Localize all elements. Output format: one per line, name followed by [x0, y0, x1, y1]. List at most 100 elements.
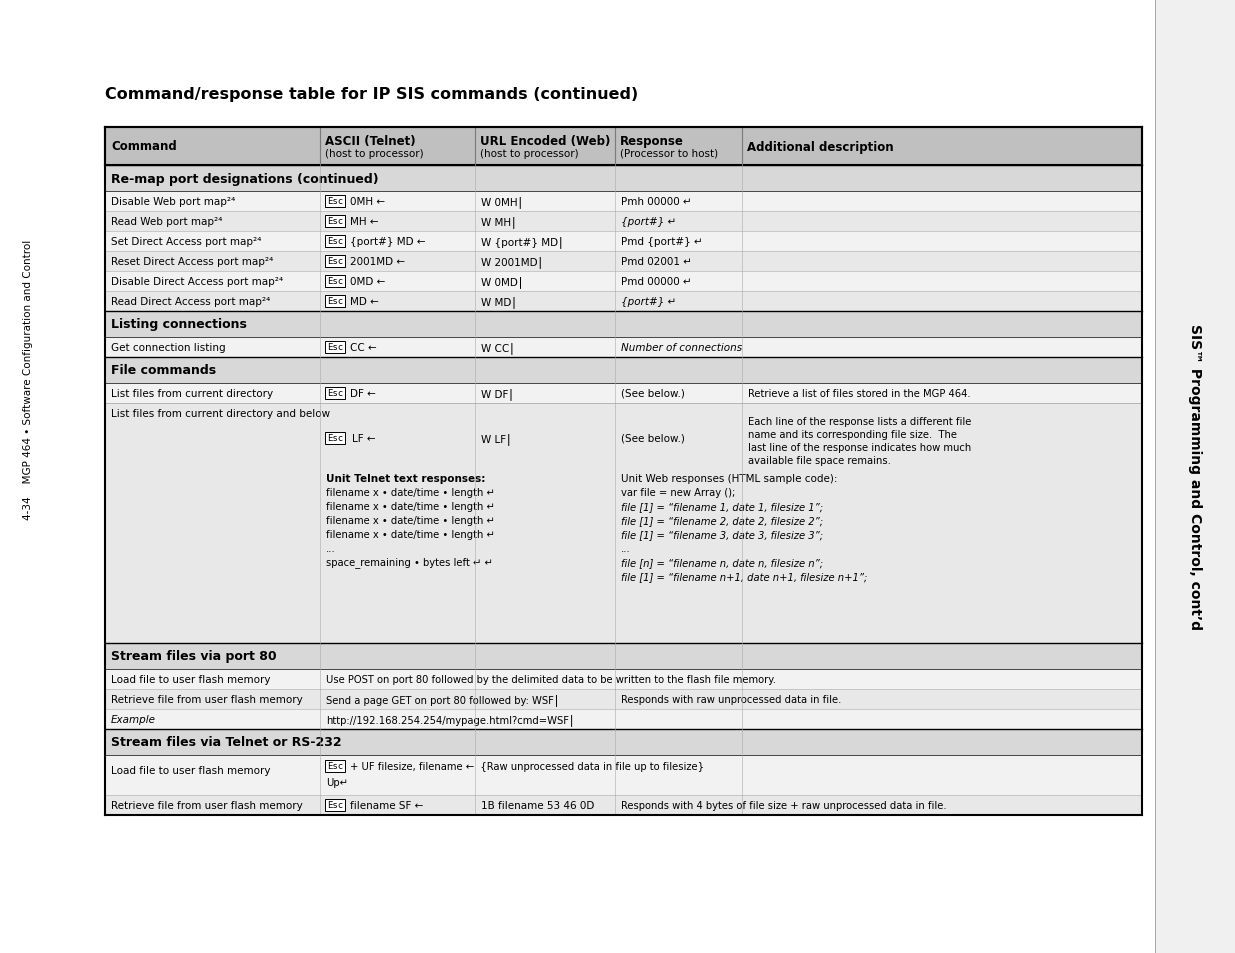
Text: Esc: Esc: [327, 434, 343, 443]
Text: Esc: Esc: [327, 801, 343, 810]
Text: List files from current directory: List files from current directory: [111, 389, 273, 398]
Text: Get connection listing: Get connection listing: [111, 343, 226, 353]
Text: Retrieve a list of files stored in the MGP 464.: Retrieve a list of files stored in the M…: [748, 389, 971, 398]
Text: http://192.168.254.254/mypage.html?cmd=WSF⎮: http://192.168.254.254/mypage.html?cmd=W…: [326, 713, 574, 725]
Text: Pmd 00000 ↵: Pmd 00000 ↵: [621, 276, 692, 287]
Text: Load file to user flash memory: Load file to user flash memory: [111, 765, 270, 775]
Text: Unit Telnet text responses:: Unit Telnet text responses:: [326, 474, 485, 483]
Text: Read Web port map²⁴: Read Web port map²⁴: [111, 216, 222, 227]
Bar: [105, 795, 1142, 815]
Text: ...: ...: [621, 543, 631, 554]
Text: Disable Direct Access port map²⁴: Disable Direct Access port map²⁴: [111, 276, 283, 287]
Text: Esc: Esc: [327, 197, 343, 206]
Text: Pmd {port#} ↵: Pmd {port#} ↵: [621, 236, 703, 247]
Text: file [n] = “filename n, date n, filesize n”;: file [n] = “filename n, date n, filesize…: [621, 558, 823, 567]
Text: File commands: File commands: [111, 364, 216, 377]
Bar: [105, 232, 1142, 252]
Text: W LF⎮: W LF⎮: [480, 433, 511, 444]
Text: Number of connections: Number of connections: [621, 343, 742, 353]
Text: filename x • date/time • length ↵: filename x • date/time • length ↵: [326, 488, 495, 497]
Text: Response: Response: [620, 135, 684, 149]
Text: Disable Web port map²⁴: Disable Web port map²⁴: [111, 196, 235, 207]
Text: ASCII (Telnet): ASCII (Telnet): [325, 135, 416, 149]
Bar: [1155, 0, 1235, 953]
Bar: [105, 403, 1142, 643]
Bar: [105, 166, 1142, 192]
Text: Esc: Esc: [327, 277, 343, 286]
Text: Send a page GET on port 80 followed by: WSF⎮: Send a page GET on port 80 followed by: …: [326, 694, 559, 705]
Bar: [105, 689, 1142, 709]
Text: Up↵: Up↵: [326, 778, 348, 787]
Text: Pmd 02001 ↵: Pmd 02001 ↵: [621, 256, 692, 267]
Text: file [1] = “filename 3, date 3, filesize 3”;: file [1] = “filename 3, date 3, filesize…: [621, 530, 823, 539]
Bar: [105, 643, 1142, 669]
Text: Esc: Esc: [327, 217, 343, 226]
Text: Command: Command: [111, 140, 177, 153]
Text: last line of the response indicates how much: last line of the response indicates how …: [748, 442, 971, 453]
Text: {port#} MD ←: {port#} MD ←: [350, 236, 426, 247]
Bar: [105, 337, 1142, 357]
Text: Esc: Esc: [327, 389, 343, 398]
Text: ...: ...: [326, 543, 336, 554]
Text: Each line of the response lists a different file: Each line of the response lists a differ…: [748, 416, 972, 427]
Text: {port#} ↵: {port#} ↵: [621, 296, 677, 307]
Text: + UF filesize, filename ←  {Raw unprocessed data in file up to filesize}: + UF filesize, filename ← {Raw unprocess…: [350, 761, 704, 771]
Text: Unit Web responses (HTML sample code):: Unit Web responses (HTML sample code):: [621, 474, 837, 483]
Bar: [105, 128, 1142, 166]
Text: W {port#} MD⎮: W {port#} MD⎮: [480, 235, 563, 248]
Text: Esc: Esc: [327, 257, 343, 266]
Bar: [105, 755, 1142, 795]
Text: var file = new Array ();: var file = new Array ();: [621, 488, 735, 497]
Text: Esc: Esc: [327, 237, 343, 246]
Text: MD ←: MD ←: [350, 296, 379, 307]
Text: Listing connections: Listing connections: [111, 318, 247, 331]
Bar: [105, 212, 1142, 232]
Text: SIS™ Programming and Control, cont’d: SIS™ Programming and Control, cont’d: [1188, 324, 1203, 629]
Text: 1B filename 53 46 0D: 1B filename 53 46 0D: [480, 801, 594, 810]
Text: MH ←: MH ←: [350, 216, 379, 227]
Text: 0MH ←: 0MH ←: [350, 196, 385, 207]
Text: filename SF ←: filename SF ←: [350, 801, 424, 810]
Text: Responds with 4 bytes of file size + raw unprocessed data in file.: Responds with 4 bytes of file size + raw…: [621, 801, 946, 810]
Text: Read Direct Access port map²⁴: Read Direct Access port map²⁴: [111, 296, 270, 307]
Text: Esc: Esc: [327, 761, 343, 771]
Text: {port#} ↵: {port#} ↵: [621, 216, 677, 227]
Text: URL Encoded (Web): URL Encoded (Web): [480, 135, 610, 149]
Text: W 0MH⎮: W 0MH⎮: [480, 195, 522, 208]
Bar: [105, 729, 1142, 755]
Text: Esc: Esc: [327, 297, 343, 306]
Text: filename x • date/time • length ↵: filename x • date/time • length ↵: [326, 501, 495, 512]
Text: Pmh 00000 ↵: Pmh 00000 ↵: [621, 196, 692, 207]
Text: filename x • date/time • length ↵: filename x • date/time • length ↵: [326, 516, 495, 525]
Text: Retrieve file from user flash memory: Retrieve file from user flash memory: [111, 695, 303, 704]
Text: Stream files via Telnet or RS-232: Stream files via Telnet or RS-232: [111, 736, 342, 749]
Text: available file space remains.: available file space remains.: [748, 456, 890, 465]
Bar: [105, 357, 1142, 384]
Text: (See below.): (See below.): [621, 389, 685, 398]
Bar: [105, 709, 1142, 729]
Text: W MD⎮: W MD⎮: [480, 295, 516, 308]
Text: filename x • date/time • length ↵: filename x • date/time • length ↵: [326, 530, 495, 539]
Text: Load file to user flash memory: Load file to user flash memory: [111, 675, 270, 684]
Text: W 0MD⎮: W 0MD⎮: [480, 275, 524, 288]
Text: Re-map port designations (continued): Re-map port designations (continued): [111, 172, 379, 185]
Text: (Processor to host): (Processor to host): [620, 149, 718, 159]
Text: name and its corresponding file size.  The: name and its corresponding file size. Th…: [748, 430, 957, 439]
Bar: [105, 292, 1142, 312]
Text: Example: Example: [111, 714, 156, 724]
Text: (host to processor): (host to processor): [325, 149, 424, 159]
Text: space_remaining • bytes left ↵ ↵: space_remaining • bytes left ↵ ↵: [326, 557, 493, 568]
Text: Use POST on port 80 followed by the delimited data to be written to the flash fi: Use POST on port 80 followed by the deli…: [326, 675, 776, 684]
Bar: [105, 192, 1142, 212]
Text: LF ←: LF ←: [352, 434, 375, 443]
Text: file [1] = “filename 1, date 1, filesize 1”;: file [1] = “filename 1, date 1, filesize…: [621, 501, 823, 512]
Bar: [105, 669, 1142, 689]
Text: W MH⎮: W MH⎮: [480, 215, 516, 228]
Text: Reset Direct Access port map²⁴: Reset Direct Access port map²⁴: [111, 256, 273, 267]
Bar: [105, 272, 1142, 292]
Text: List files from current directory and below: List files from current directory and be…: [111, 409, 330, 418]
Text: Additional description: Additional description: [747, 140, 894, 153]
Text: 4-34    MGP 464 • Software Configuration and Control: 4-34 MGP 464 • Software Configuration an…: [23, 239, 33, 519]
Bar: [105, 312, 1142, 337]
Text: Command/response table for IP SIS commands (continued): Command/response table for IP SIS comman…: [105, 88, 638, 102]
